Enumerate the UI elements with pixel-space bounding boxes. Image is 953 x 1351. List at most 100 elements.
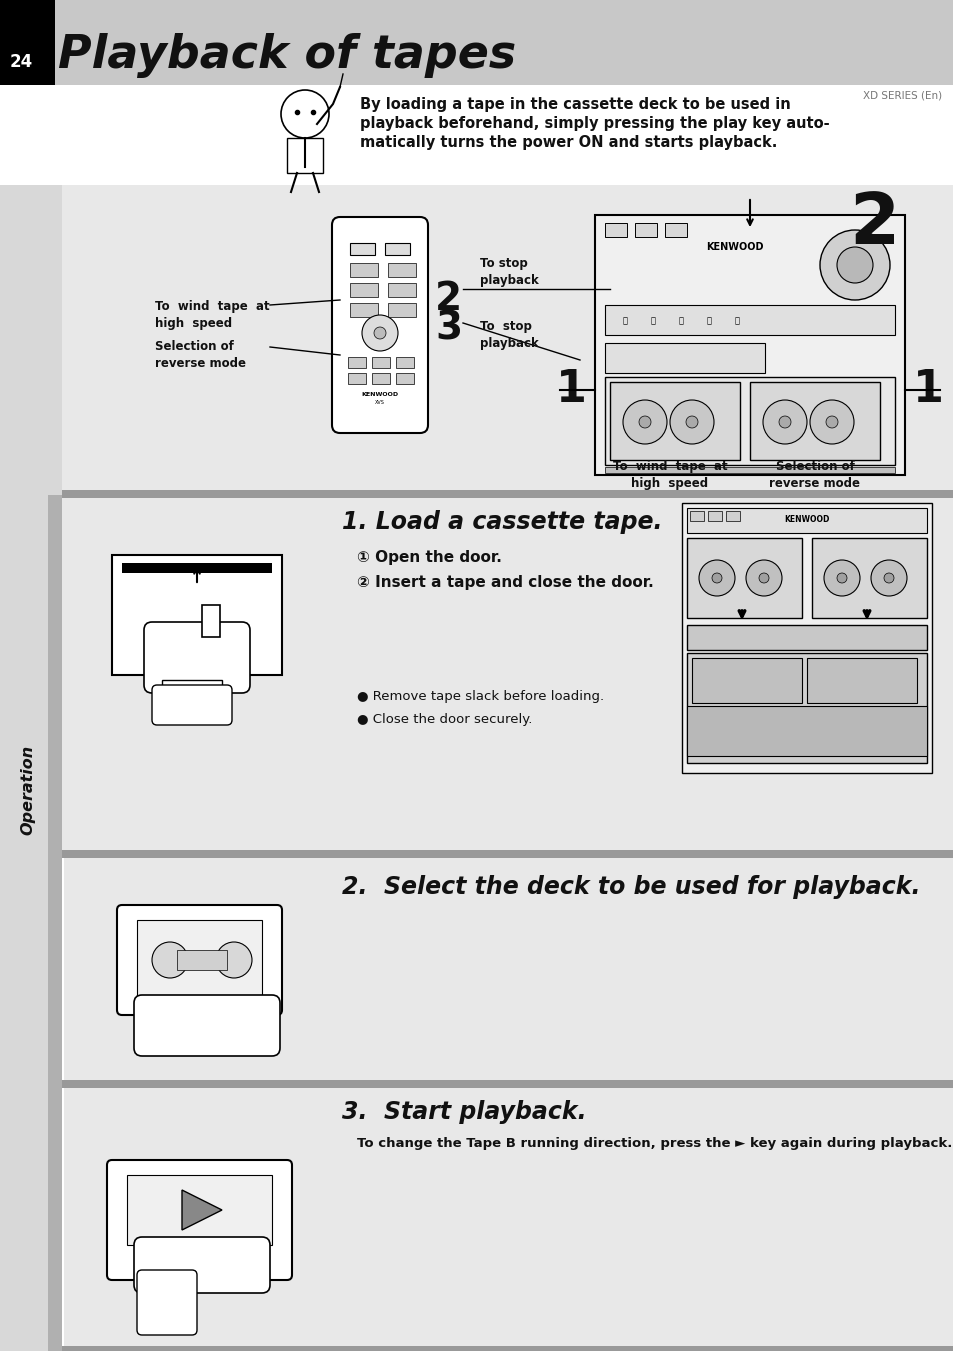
Bar: [287, 138, 323, 173]
Text: To stop
playback: To stop playback: [479, 257, 538, 286]
Text: matically turns the power ON and starts playback.: matically turns the power ON and starts …: [359, 135, 777, 150]
Circle shape: [699, 561, 734, 596]
Bar: [177, 950, 227, 970]
Circle shape: [820, 230, 889, 300]
Text: ⏮: ⏮: [622, 316, 627, 326]
Bar: [686, 538, 801, 617]
Bar: [604, 377, 894, 465]
Text: Selection of
reverse mode: Selection of reverse mode: [154, 340, 246, 370]
Bar: [604, 223, 626, 236]
Text: XD SERIES (En): XD SERIES (En): [862, 91, 941, 100]
Bar: [811, 538, 926, 617]
Bar: [681, 503, 931, 773]
Bar: [350, 282, 377, 297]
Circle shape: [685, 416, 698, 428]
Bar: [686, 653, 926, 763]
Circle shape: [152, 942, 188, 978]
Bar: [350, 243, 375, 255]
Circle shape: [361, 315, 397, 351]
FancyBboxPatch shape: [144, 621, 250, 693]
Text: ① Open the door.: ① Open the door.: [356, 550, 501, 565]
FancyBboxPatch shape: [152, 685, 232, 725]
Circle shape: [836, 247, 872, 282]
Circle shape: [622, 400, 666, 444]
Bar: [64, 1088, 953, 1346]
Text: ● Remove tape slack before loading.: ● Remove tape slack before loading.: [356, 690, 603, 703]
Bar: [372, 373, 390, 384]
Bar: [749, 382, 879, 459]
FancyBboxPatch shape: [332, 218, 428, 434]
FancyBboxPatch shape: [133, 1238, 270, 1293]
Bar: [137, 920, 262, 1000]
Text: To  wind  tape  at
high  speed: To wind tape at high speed: [612, 459, 726, 490]
Circle shape: [281, 91, 329, 138]
Bar: [350, 263, 377, 277]
Bar: [350, 303, 377, 317]
Text: 1: 1: [556, 369, 586, 412]
Circle shape: [870, 561, 906, 596]
Bar: [64, 1088, 334, 1346]
Text: KENWOOD: KENWOOD: [705, 242, 763, 253]
Bar: [48, 494, 62, 1351]
Bar: [62, 185, 953, 494]
Bar: [62, 490, 953, 499]
Text: KENWOOD: KENWOOD: [783, 516, 829, 524]
FancyBboxPatch shape: [107, 1161, 292, 1279]
Bar: [127, 1175, 272, 1246]
Circle shape: [883, 573, 893, 584]
Bar: [686, 707, 926, 757]
Bar: [604, 343, 764, 373]
Text: 24: 24: [10, 53, 33, 72]
Bar: [62, 1079, 953, 1088]
Text: ⏩: ⏩: [678, 316, 682, 326]
Bar: [609, 382, 740, 459]
Circle shape: [711, 573, 721, 584]
Bar: [595, 215, 904, 476]
Bar: [388, 282, 416, 297]
Bar: [0, 85, 953, 185]
Text: 2: 2: [849, 190, 899, 259]
Circle shape: [836, 573, 846, 584]
Circle shape: [823, 561, 859, 596]
Bar: [348, 357, 366, 367]
Bar: [395, 373, 414, 384]
Circle shape: [779, 416, 790, 428]
Text: 1: 1: [912, 369, 943, 412]
Bar: [604, 305, 894, 335]
Polygon shape: [182, 1190, 222, 1229]
Bar: [686, 508, 926, 534]
Text: To  wind  tape  at
high  speed: To wind tape at high speed: [154, 300, 270, 330]
Bar: [202, 605, 220, 638]
Text: ⏬: ⏬: [734, 316, 739, 326]
Bar: [64, 499, 334, 850]
Text: ● Close the door securely.: ● Close the door securely.: [356, 713, 532, 725]
Text: playback beforehand, simply pressing the play key auto-: playback beforehand, simply pressing the…: [359, 116, 829, 131]
Text: 1. Load a cassette tape.: 1. Load a cassette tape.: [341, 509, 661, 534]
FancyBboxPatch shape: [137, 1270, 196, 1335]
Text: Selection of
reverse mode: Selection of reverse mode: [769, 459, 860, 490]
Circle shape: [809, 400, 853, 444]
Circle shape: [759, 573, 768, 584]
Bar: [388, 303, 416, 317]
Circle shape: [374, 327, 386, 339]
Text: ② Insert a tape and close the door.: ② Insert a tape and close the door.: [356, 576, 653, 590]
Bar: [122, 563, 272, 573]
Bar: [0, 0, 55, 85]
Circle shape: [745, 561, 781, 596]
Bar: [0, 85, 62, 1351]
Text: ⏫: ⏫: [706, 316, 711, 326]
Bar: [112, 555, 282, 676]
Text: ⏪: ⏪: [650, 316, 655, 326]
Text: KENWOOD: KENWOOD: [361, 393, 398, 397]
Bar: [64, 858, 334, 1079]
Bar: [348, 373, 366, 384]
Text: Playback of tapes: Playback of tapes: [58, 34, 516, 78]
Bar: [62, 850, 953, 858]
Circle shape: [215, 942, 252, 978]
Text: To change the Tape B running direction, press the ► key again during playback.: To change the Tape B running direction, …: [356, 1138, 951, 1150]
Bar: [691, 658, 801, 703]
Circle shape: [669, 400, 713, 444]
Circle shape: [639, 416, 650, 428]
Text: 2.  Select the deck to be used for playback.: 2. Select the deck to be used for playba…: [341, 875, 920, 898]
Bar: [388, 263, 416, 277]
